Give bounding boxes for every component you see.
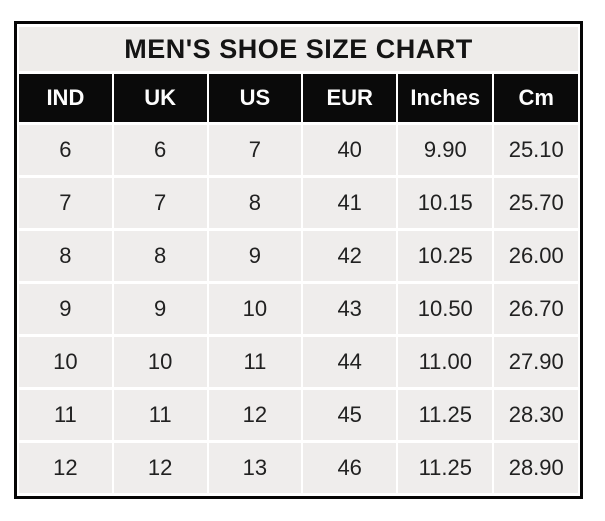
cell-us: 7 (208, 125, 302, 175)
column-header-eur: EUR (303, 74, 397, 122)
cell-cm: 26.00 (494, 231, 578, 281)
cell-ind: 10 (19, 337, 112, 387)
cell-cm: 28.30 (494, 390, 578, 440)
column-header-inches: Inches (398, 74, 493, 122)
cell-uk: 6 (113, 125, 207, 175)
table-row: 10 10 11 44 11.00 27.90 (19, 337, 578, 387)
cell-inches: 10.25 (398, 231, 493, 281)
cell-eur: 40 (303, 125, 397, 175)
cell-inches: 10.50 (398, 284, 493, 334)
cell-ind: 11 (19, 390, 112, 440)
cell-us: 12 (208, 390, 302, 440)
cell-ind: 7 (19, 178, 112, 228)
cell-inches: 10.15 (398, 178, 493, 228)
size-conversion-table: MEN'S SHOE SIZE CHART IND UK US EUR Inch… (14, 21, 583, 499)
cell-us: 9 (208, 231, 302, 281)
cell-eur: 41 (303, 178, 397, 228)
cell-cm: 26.70 (494, 284, 578, 334)
cell-eur: 43 (303, 284, 397, 334)
cell-ind: 12 (19, 443, 112, 493)
cell-ind: 9 (19, 284, 112, 334)
cell-eur: 44 (303, 337, 397, 387)
cell-cm: 25.10 (494, 125, 578, 175)
column-header-uk: UK (113, 74, 207, 122)
cell-ind: 6 (19, 125, 112, 175)
cell-inches: 11.25 (398, 390, 493, 440)
cell-us: 10 (208, 284, 302, 334)
title-row: MEN'S SHOE SIZE CHART (19, 27, 578, 71)
cell-uk: 12 (113, 443, 207, 493)
table-row: 6 6 7 40 9.90 25.10 (19, 125, 578, 175)
cell-inches: 9.90 (398, 125, 493, 175)
table-row: 8 8 9 42 10.25 26.00 (19, 231, 578, 281)
cell-uk: 10 (113, 337, 207, 387)
cell-uk: 11 (113, 390, 207, 440)
column-header-us: US (208, 74, 302, 122)
cell-ind: 8 (19, 231, 112, 281)
column-header-ind: IND (19, 74, 112, 122)
page-title: MEN'S SHOE SIZE CHART (19, 27, 578, 71)
cell-inches: 11.25 (398, 443, 493, 493)
cell-cm: 28.90 (494, 443, 578, 493)
cell-eur: 42 (303, 231, 397, 281)
cell-uk: 8 (113, 231, 207, 281)
table-row: 11 11 12 45 11.25 28.30 (19, 390, 578, 440)
cell-eur: 45 (303, 390, 397, 440)
cell-cm: 25.70 (494, 178, 578, 228)
table-row: 9 9 10 43 10.50 26.70 (19, 284, 578, 334)
cell-us: 8 (208, 178, 302, 228)
cell-uk: 9 (113, 284, 207, 334)
cell-us: 11 (208, 337, 302, 387)
table-row: 12 12 13 46 11.25 28.90 (19, 443, 578, 493)
column-header-cm: Cm (494, 74, 578, 122)
cell-us: 13 (208, 443, 302, 493)
cell-inches: 11.00 (398, 337, 493, 387)
column-header-row: IND UK US EUR Inches Cm (19, 74, 578, 122)
cell-uk: 7 (113, 178, 207, 228)
cell-eur: 46 (303, 443, 397, 493)
table-row: 7 7 8 41 10.15 25.70 (19, 178, 578, 228)
cell-cm: 27.90 (494, 337, 578, 387)
